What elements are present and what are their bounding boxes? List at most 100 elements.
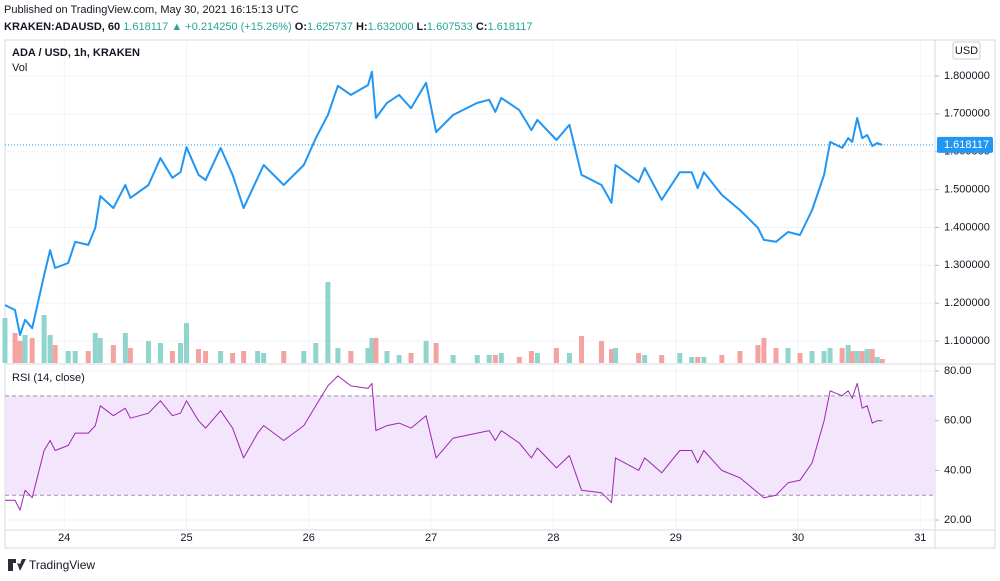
volume-bar <box>183 323 189 363</box>
volume-bar <box>195 349 201 363</box>
last: 1.618117 <box>123 21 168 33</box>
volume-bar <box>474 355 480 363</box>
volume-bar <box>169 351 175 363</box>
y-tick-label: 1.300000 <box>944 259 990 271</box>
volume-bar <box>797 353 803 363</box>
y-tick-label: 20.00 <box>944 514 972 526</box>
ohlc-label: O: <box>295 21 307 33</box>
brand: TradingView <box>29 558 95 572</box>
x-tick-label: 30 <box>792 532 804 544</box>
x-tick-label: 27 <box>425 532 437 544</box>
volume-title: Vol <box>12 62 27 74</box>
ohlc-label: H: <box>356 21 368 33</box>
volume-bar <box>773 348 779 363</box>
volume-bar <box>566 353 572 363</box>
volume-bar <box>255 351 261 363</box>
currency: USD <box>955 45 978 57</box>
x-tick-label: 25 <box>180 532 192 544</box>
volume-bar <box>313 343 319 363</box>
x-tick-label: 26 <box>303 532 315 544</box>
volume-bar <box>528 351 534 363</box>
volume-bar <box>52 345 58 363</box>
ohlc-value: 1.632000 <box>368 21 414 33</box>
volume-bar <box>695 357 701 363</box>
volume-bar <box>127 348 133 363</box>
volume-bar <box>827 348 833 363</box>
rsi-title: RSI (14, close) <box>12 372 85 384</box>
volume-bar <box>384 351 390 363</box>
volume-bar <box>408 353 414 363</box>
rsi-band <box>5 395 935 496</box>
y-tick-label: 1.700000 <box>944 108 990 120</box>
volume-bar <box>2 318 8 363</box>
volume-bar <box>348 351 354 363</box>
volume-bar <box>122 333 128 363</box>
x-tick-label: 29 <box>670 532 682 544</box>
volume-bar <box>613 348 619 363</box>
volume-bar <box>879 359 885 363</box>
volume-bar <box>423 341 429 363</box>
volume-bar <box>110 345 116 363</box>
x-tick-label: 24 <box>58 532 70 544</box>
x-tick-label: 28 <box>547 532 559 544</box>
published-note: Published on TradingView.com, May 30, 20… <box>4 4 299 16</box>
volume-bar <box>335 348 341 363</box>
logo-mark <box>8 559 26 571</box>
volume-bar <box>29 338 35 363</box>
volume-bar <box>241 351 247 363</box>
symbol: KRAKEN:ADAUSD, 60 <box>4 21 120 33</box>
volume-bar <box>145 341 151 363</box>
y-tick-label: 60.00 <box>944 415 972 427</box>
volume-bar <box>849 351 855 363</box>
pane-title: ADA / USD, 1h, KRAKEN <box>12 47 140 59</box>
y-tick-label: 1.400000 <box>944 221 990 233</box>
volume-bar <box>755 345 761 363</box>
volume-bar <box>92 333 98 363</box>
volume-bar <box>218 351 224 363</box>
volume-bar <box>859 351 865 363</box>
volume-bar <box>785 348 791 363</box>
volume-bar <box>845 345 851 363</box>
volume-bar <box>65 351 71 363</box>
volume-bar <box>492 355 498 363</box>
volume-bar <box>689 357 695 363</box>
volume-bar <box>534 353 540 363</box>
ohlc-value: 1.618117 <box>487 21 532 33</box>
ohlc-value: 1.625737 <box>307 21 353 33</box>
y-tick-label: 1.800000 <box>944 70 990 82</box>
volume-bar <box>869 349 875 363</box>
volume-bar <box>719 355 725 363</box>
volume-bar <box>450 355 456 363</box>
y-tick-label: 1.500000 <box>944 183 990 195</box>
volume-bar <box>369 338 375 363</box>
volume-bar <box>12 333 18 363</box>
volume-bar <box>22 335 28 363</box>
last-price-box <box>937 136 993 153</box>
volume-bar <box>609 349 615 363</box>
x-tick-label: 31 <box>914 532 926 544</box>
volume-bar <box>642 355 648 363</box>
series-line <box>4 70 883 336</box>
logo: TradingView <box>8 558 95 572</box>
volume-bar <box>178 343 184 363</box>
volume-bar <box>659 355 665 363</box>
volume-bar <box>701 357 707 363</box>
volume-bar <box>821 351 827 363</box>
volume-bar <box>72 351 78 363</box>
volume-bar <box>498 353 504 363</box>
ohlc-label: L: <box>417 21 427 33</box>
y-tick-label: 80.00 <box>944 365 972 377</box>
volume-bar <box>677 353 683 363</box>
chart-frame <box>4 39 996 549</box>
currency-box[interactable] <box>952 41 981 60</box>
volume-bar <box>598 341 604 363</box>
volume-bar <box>17 341 23 363</box>
ohlc-value: 1.607533 <box>427 21 473 33</box>
volume-bar <box>301 351 307 363</box>
symbol-line: KRAKEN:ADAUSD, 60 1.618117 ▲ +0.214250 (… <box>4 21 533 33</box>
volume-bar <box>230 353 236 363</box>
volume-bar <box>553 348 559 363</box>
volume-bar <box>203 351 209 363</box>
